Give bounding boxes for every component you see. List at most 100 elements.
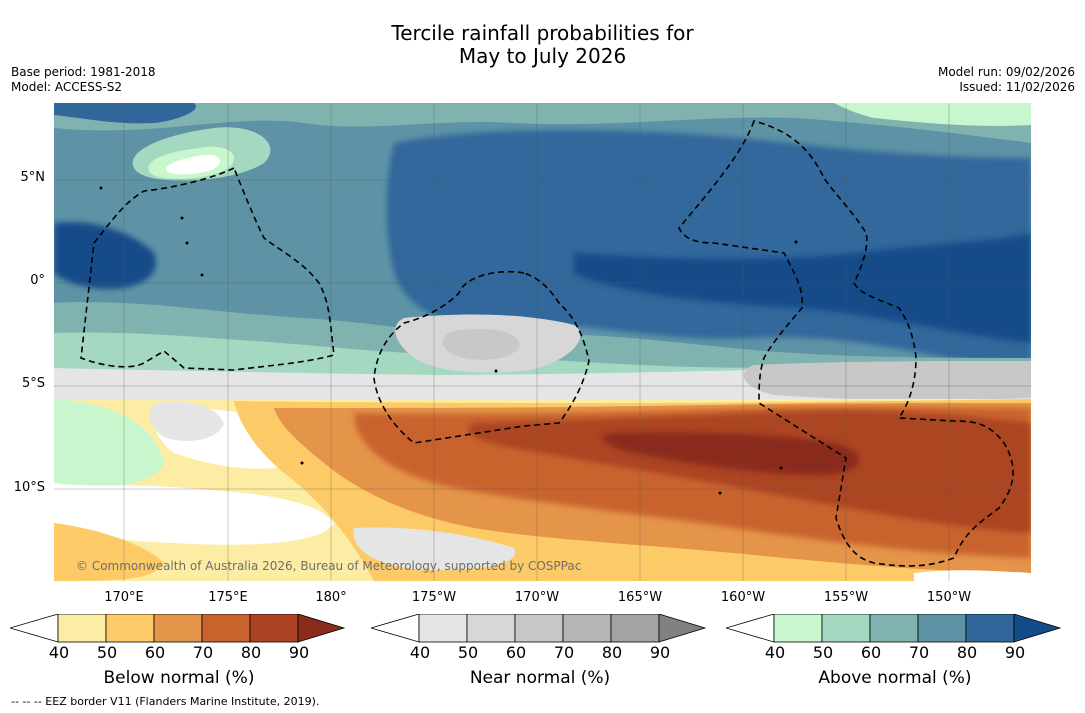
tick-near-50: 50: [457, 643, 479, 662]
above-50-ne-corner: [834, 103, 1031, 126]
graticule: [54, 103, 1031, 581]
colorbar-extend-low: [10, 614, 59, 643]
model-run-text: Model run: 09/02/2026: [937, 65, 1075, 79]
colorbar-segment: [201, 614, 251, 643]
model-text: Model: ACCESS-S2: [11, 80, 123, 94]
above-60-north-band: [54, 103, 1031, 143]
land-speck: [494, 369, 498, 373]
colorbar-segment: [773, 614, 823, 643]
eez-borders: [80, 120, 1014, 567]
above-80-nw-patch: [54, 103, 196, 124]
tick-above-40: 40: [764, 643, 786, 662]
lon-label-150w: 150°W: [926, 590, 972, 605]
lon-label-165w: 165°W: [617, 590, 663, 605]
colorbar-segment: [418, 614, 468, 643]
lon-label-175e: 175°E: [208, 590, 248, 605]
lon-label-170e: 170°E: [104, 590, 144, 605]
colorbar-extend-high: [1013, 614, 1062, 643]
title-line-1: Tercile rainfall probabilities for: [391, 21, 694, 45]
tick-near-60: 60: [505, 643, 527, 662]
meta-right: Model run: 09/02/2026 Issued: 11/02/2026: [938, 65, 1075, 95]
land-speck: [794, 240, 798, 244]
chart-title: Tercile rainfall probabilities for May t…: [0, 22, 1085, 68]
no-dominant-se: [914, 570, 1031, 581]
colorbar-label-below: Below normal (%): [103, 668, 255, 688]
lat-label-0: 0°: [30, 273, 45, 288]
tick-above-50: 50: [812, 643, 834, 662]
colorbar-extend-high: [297, 614, 346, 643]
tick-below-90: 90: [288, 643, 310, 662]
tick-near-90: 90: [649, 643, 671, 662]
colorbar-label-near: Near normal (%): [469, 668, 611, 688]
above-50-sw-patch: [54, 399, 164, 487]
land-speck: [185, 241, 189, 245]
lat-label-5s: 5°S: [21, 376, 45, 391]
tick-above-60: 60: [860, 643, 882, 662]
colorbar-label-above: Above normal (%): [818, 668, 972, 688]
colorbar-segment: [514, 614, 564, 643]
land-speck: [300, 461, 304, 465]
lon-label-175w: 175°W: [411, 590, 457, 605]
land-specks: [99, 186, 798, 495]
tick-above-80: 80: [956, 643, 978, 662]
copyright-text: © Commonwealth of Australia 2026, Bureau…: [76, 559, 582, 573]
colorbar-segment: [153, 614, 203, 643]
colorbar-segment: [57, 614, 107, 643]
island-land: [165, 154, 221, 175]
colorbar-below-normal: [10, 614, 346, 643]
below-normal-region: [54, 399, 1031, 581]
colorbar-extend-high: [658, 614, 707, 643]
title-line-2: May to July 2026: [458, 44, 627, 68]
land-speck: [99, 186, 103, 190]
land-speck: [180, 216, 184, 220]
tick-below-70: 70: [192, 643, 214, 662]
colorbar-segment: [249, 614, 299, 643]
colorbar-segment: [610, 614, 660, 643]
lon-label-155w: 155°W: [823, 590, 869, 605]
above-90-equatorial: [574, 233, 1031, 343]
eez-footnote: -- -- -- EEZ border V11 (Flanders Marine…: [11, 695, 320, 708]
tick-below-60: 60: [144, 643, 166, 662]
lon-label-170w: 170°W: [514, 590, 560, 605]
tick-below-80: 80: [240, 643, 262, 662]
below-max-core: [602, 432, 860, 475]
eez-border-central: [373, 270, 590, 444]
land-speck: [200, 273, 204, 277]
tick-above-90: 90: [1004, 643, 1026, 662]
probability-map: [54, 103, 1031, 581]
colorbar-segment: [917, 614, 967, 643]
near-70-east-band: [743, 361, 1031, 400]
eez-border-west: [80, 166, 335, 371]
colorbar-segment: [869, 614, 919, 643]
colorbar-extend-low: [726, 614, 775, 643]
tick-above-70: 70: [908, 643, 930, 662]
land-speck: [779, 466, 783, 470]
tick-below-40: 40: [48, 643, 70, 662]
near-grey-west-patch: [149, 401, 224, 441]
colorbar-extend-low: [371, 614, 420, 643]
colorbar-segment: [466, 614, 516, 643]
lon-label-160w: 160°W: [720, 590, 766, 605]
colorbar-near-normal: [371, 614, 707, 643]
lon-label-180: 180°: [315, 590, 347, 605]
colorbar-segment: [965, 614, 1015, 643]
issued-text: Issued: 11/02/2026: [959, 80, 1075, 94]
near-grey-south-patch: [353, 527, 516, 571]
above-90-west-patch: [54, 222, 156, 289]
tick-near-40: 40: [409, 643, 431, 662]
base-period-text: Base period: 1981-2018: [11, 65, 156, 79]
near-normal-region: [54, 314, 1031, 403]
near-70-central-blob: [442, 328, 520, 360]
above-50-south-edge: [54, 332, 1031, 375]
meta-left: Base period: 1981-2018 Model: ACCESS-S2: [11, 65, 156, 95]
eez-border-east: [678, 120, 1014, 567]
colorbar-segment: [105, 614, 155, 643]
tick-near-80: 80: [601, 643, 623, 662]
lat-label-5n: 5°N: [20, 170, 46, 185]
lat-label-10s: 10°S: [13, 480, 45, 495]
land-speck: [718, 491, 722, 495]
below-60-sw-corner: [54, 523, 164, 581]
colorbar-segment: [562, 614, 612, 643]
colorbar-above-normal: [726, 614, 1062, 643]
map-svg: [54, 103, 1031, 581]
